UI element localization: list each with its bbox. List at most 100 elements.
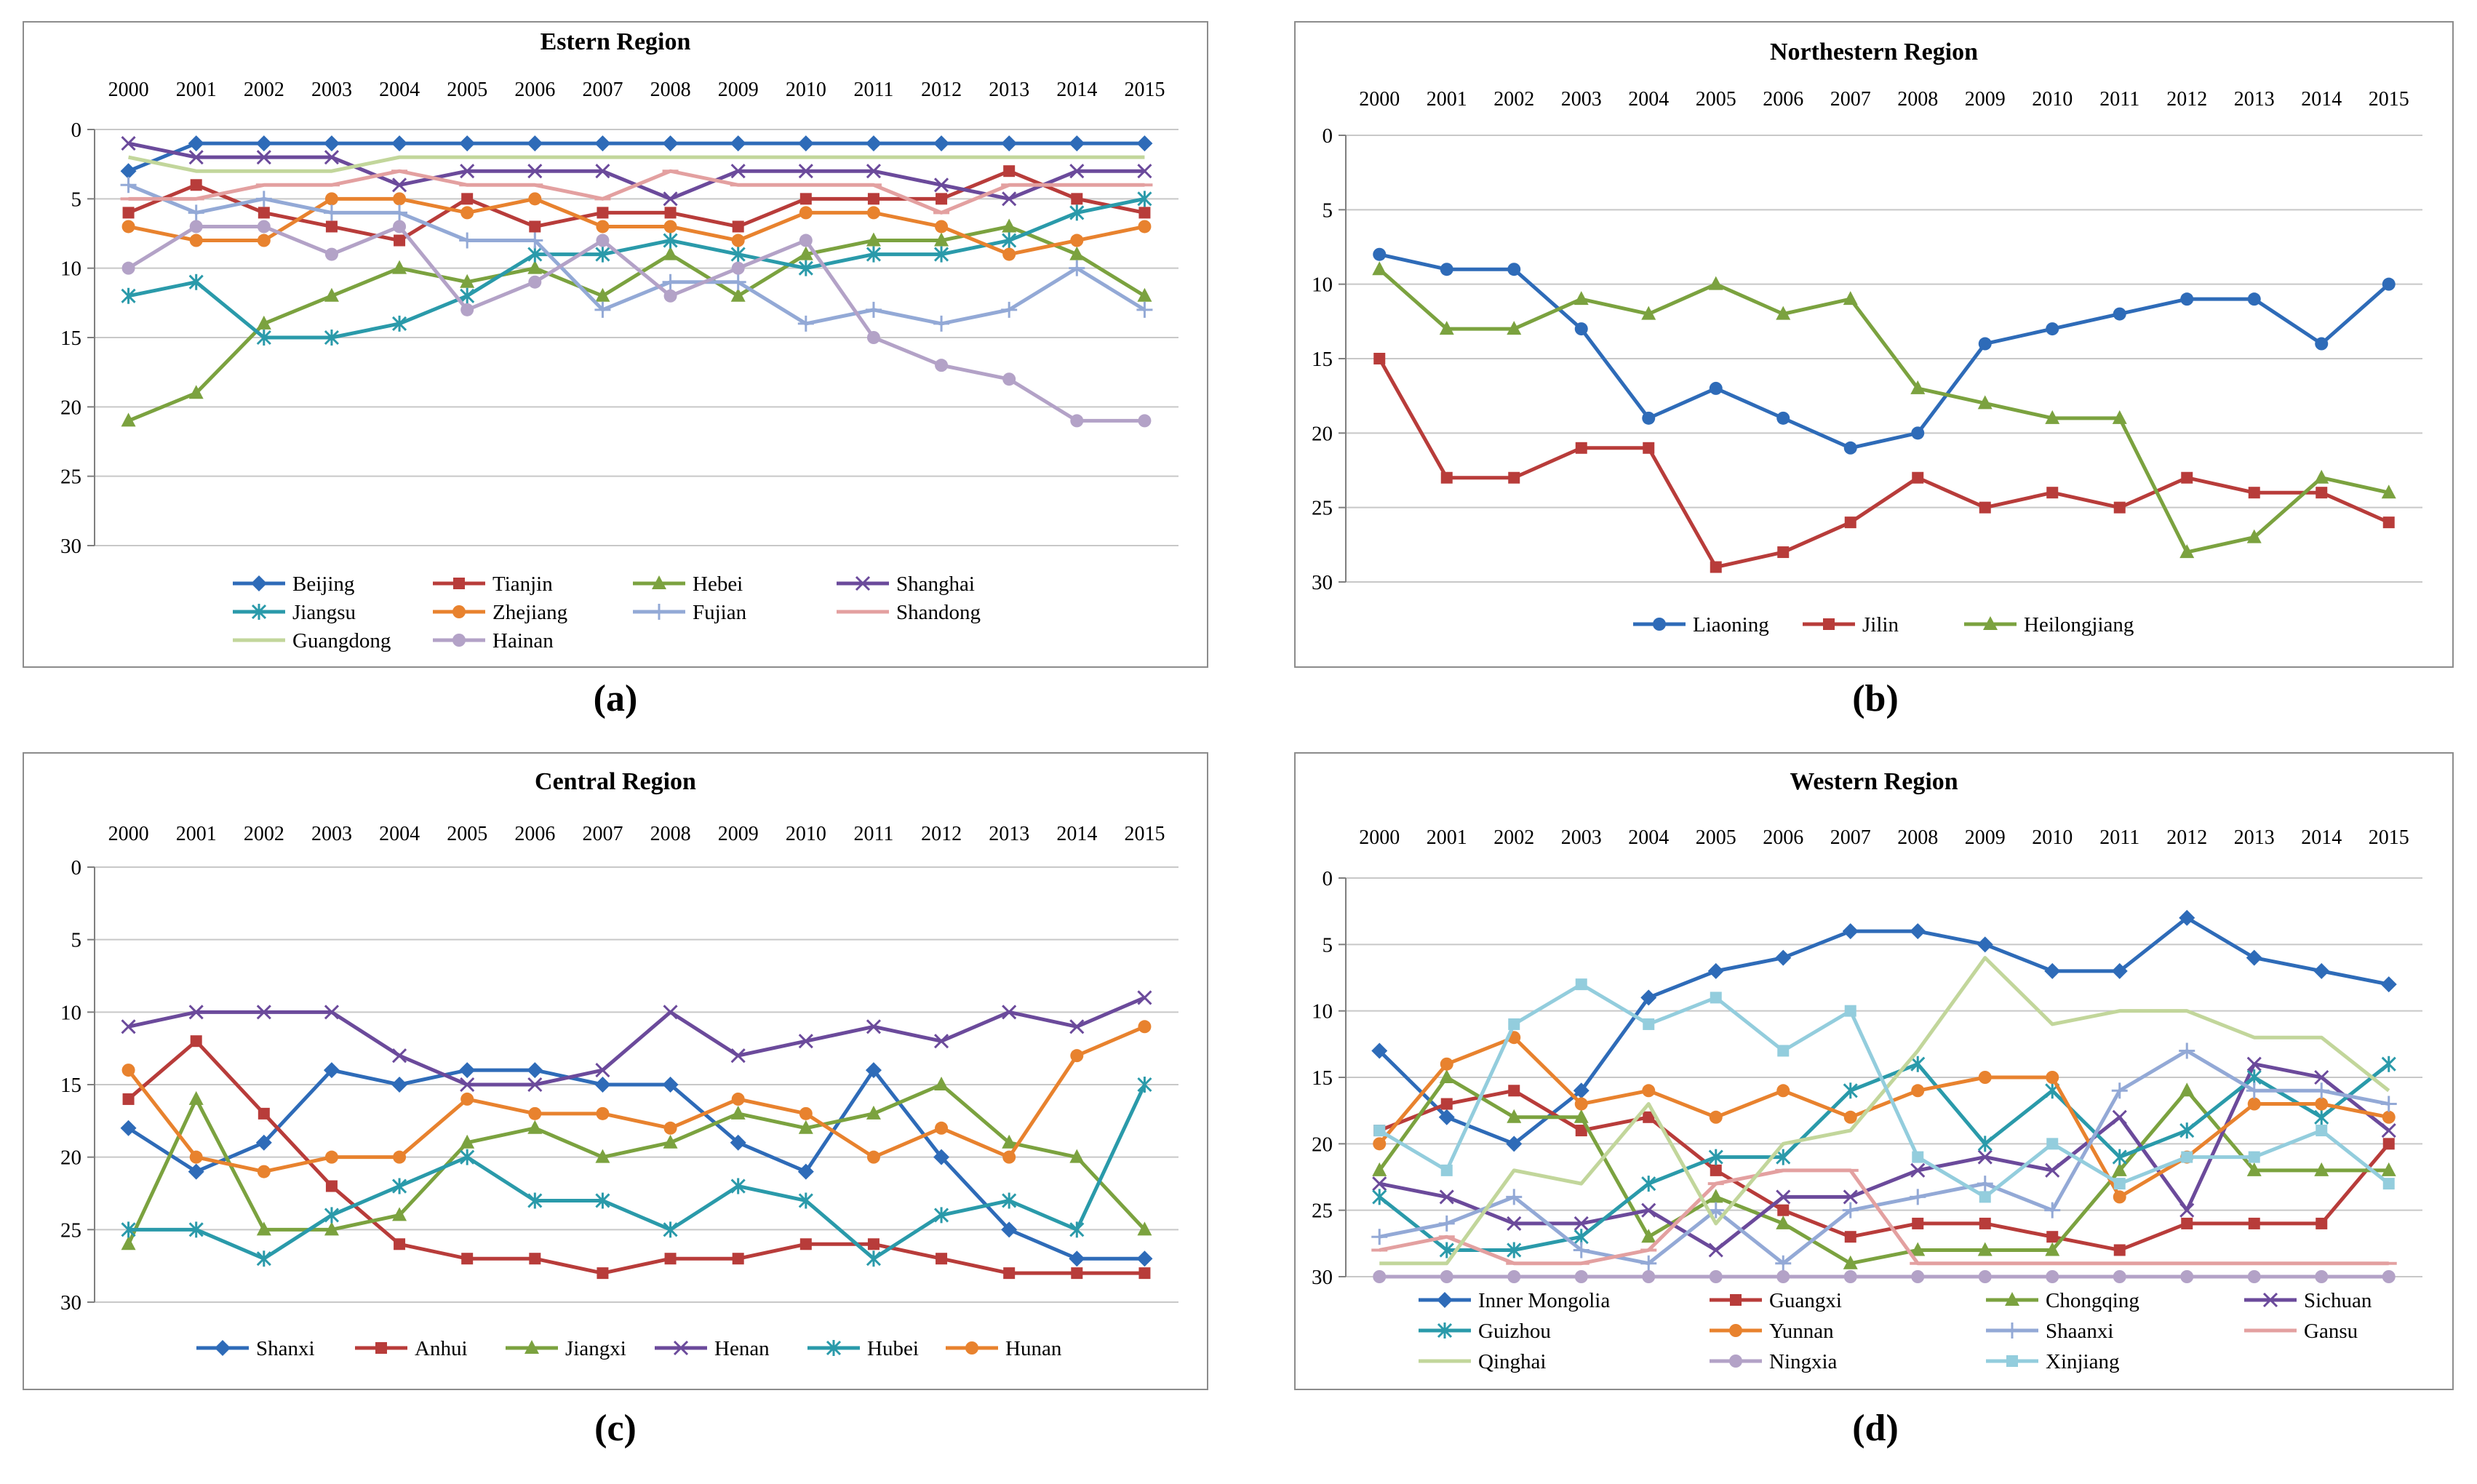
data-point-jiangsu	[527, 246, 543, 263]
data-point-shaanxi	[1438, 1215, 1455, 1232]
data-point-henan	[798, 1034, 813, 1049]
data-point-beijing	[594, 135, 611, 152]
x-tick-label-2005: 2005	[447, 823, 487, 845]
data-point-jilin	[1440, 471, 1453, 484]
data-point-guangxi	[1777, 1204, 1790, 1216]
legend: Liaoning Jilin Heilongjiang	[1633, 613, 2134, 637]
legend-item-shanxi: Shanxi	[196, 1337, 315, 1360]
data-point-heilongjiang	[2112, 410, 2127, 424]
data-point-guangxi	[2113, 1244, 2126, 1256]
x-tick-label-2013: 2013	[2234, 88, 2275, 111]
chart-title: Estern Region	[541, 28, 691, 55]
data-point-anhui	[664, 1253, 677, 1265]
data-point-zhejiang	[731, 234, 745, 247]
data-point-zhejiang	[1138, 220, 1152, 234]
data-point-shanxi	[797, 1163, 814, 1180]
data-point-ningxia	[1440, 1270, 1453, 1283]
legend-label: Shanxi	[256, 1337, 315, 1360]
data-point-tianjin	[461, 193, 474, 205]
x-tick-label-2015: 2015	[1124, 79, 1165, 101]
legend-label: Henan	[714, 1337, 770, 1360]
data-point-hebei	[121, 412, 136, 427]
data-point-shanxi	[459, 1062, 476, 1079]
data-point-chongqing	[2179, 1082, 2195, 1097]
data-point-henan	[121, 1019, 136, 1034]
data-point-chongqing	[1977, 1242, 1993, 1256]
data-point-zhejiang	[324, 192, 338, 206]
data-point-shanxi	[188, 1163, 204, 1180]
x-tick-label-2000: 2000	[1359, 826, 1400, 849]
data-point-jilin	[1373, 353, 1386, 364]
data-point-tianjin	[1003, 165, 1016, 177]
x-tick-label-2014: 2014	[1056, 823, 1097, 845]
data-point-anhui	[936, 1253, 948, 1265]
data-point-heilongjiang	[2045, 410, 2060, 424]
data-point-anhui	[799, 1238, 812, 1250]
series-anhui	[122, 1035, 1151, 1280]
data-point-heilongjiang	[1641, 306, 1656, 320]
data-point-liaoning	[2180, 292, 2194, 306]
legend-marker	[2262, 1292, 2278, 1308]
data-point-heilongjiang	[1372, 261, 1387, 276]
data-point-hebei	[460, 274, 475, 288]
legend-item-zhejiang: Zhejiang	[433, 601, 567, 624]
data-point-xinjiang	[1508, 1018, 1520, 1030]
legend-marker	[452, 634, 466, 647]
x-tick-label-2001: 2001	[176, 823, 217, 845]
data-point-chongqing	[2314, 1162, 2329, 1176]
data-point-shanxi	[933, 1149, 950, 1165]
legend-item-jilin: Jilin	[1803, 613, 1899, 637]
data-point-shanghai	[121, 136, 136, 151]
data-point-chongqing	[2246, 1162, 2262, 1176]
data-point-jiangsu	[460, 287, 475, 304]
data-point-hunan	[866, 1150, 880, 1164]
legend-marker	[2006, 1355, 2018, 1367]
legend-item-heilongjiang: Heilongjiang	[1964, 613, 2134, 637]
y-tick-label: 0	[1323, 867, 1333, 890]
data-point-jilin	[1979, 501, 1991, 514]
data-point-hebei	[595, 287, 610, 302]
data-point-jiangsu	[595, 246, 610, 263]
data-point-jilin	[1710, 561, 1722, 573]
data-point-beijing	[1069, 135, 1085, 152]
chart-panel-0: Estern Region 0 5 10 15 20 25 30 2000 2001 2002 200…	[23, 21, 1208, 668]
legend: Shanxi Anhui Jiangxi Henan Hubei Hunan	[196, 1337, 1062, 1360]
series-qinghai	[1379, 956, 2390, 1266]
data-point-shanxi	[1136, 1250, 1153, 1267]
data-point-shanghai	[392, 177, 407, 193]
data-point-zhejiang	[1070, 234, 1084, 247]
data-point-zhejiang	[528, 192, 542, 206]
data-point-hunan	[324, 1150, 338, 1164]
x-tick-label-2012: 2012	[2166, 826, 2207, 849]
series-guizhou	[1372, 1056, 2396, 1258]
data-point-shanxi	[323, 1062, 340, 1079]
data-point-shanxi	[730, 1134, 746, 1151]
data-point-fujian	[188, 204, 204, 221]
data-point-shanghai	[595, 164, 610, 179]
legend-item-hebei: Hebei	[633, 573, 743, 596]
x-tick-label-2012: 2012	[921, 79, 962, 101]
data-point-hainan	[663, 289, 677, 303]
data-point-hebei	[730, 287, 746, 302]
x-tick-label-2000: 2000	[108, 79, 149, 101]
x-tick-label-2011: 2011	[2099, 88, 2139, 111]
series-zhejiang	[121, 192, 1152, 261]
x-tick-label-2003: 2003	[311, 79, 352, 101]
data-point-anhui	[597, 1267, 609, 1280]
legend-item-inner-mongolia: Inner Mongolia	[1419, 1289, 1610, 1312]
series-line-heilongjiang	[1378, 268, 2390, 554]
data-point-ningxia	[2180, 1270, 2194, 1283]
data-point-guizhou	[2314, 1109, 2329, 1125]
data-point-yunnan	[1911, 1084, 1925, 1098]
series-hebei	[121, 218, 1152, 427]
x-tick-label-2008: 2008	[1897, 88, 1938, 111]
series-xinjiang	[1373, 978, 2395, 1203]
panel-label-1: (b)	[1852, 678, 1899, 719]
data-point-yunnan	[2247, 1097, 2261, 1111]
legend-marker	[826, 1340, 842, 1356]
x-tick-label-2009: 2009	[1965, 826, 2006, 849]
series-line-zhejiang	[128, 196, 1145, 257]
data-point-jiangsu	[256, 330, 271, 346]
series-line-fujian	[127, 183, 1146, 326]
data-point-inner-mongolia	[2111, 962, 2128, 979]
